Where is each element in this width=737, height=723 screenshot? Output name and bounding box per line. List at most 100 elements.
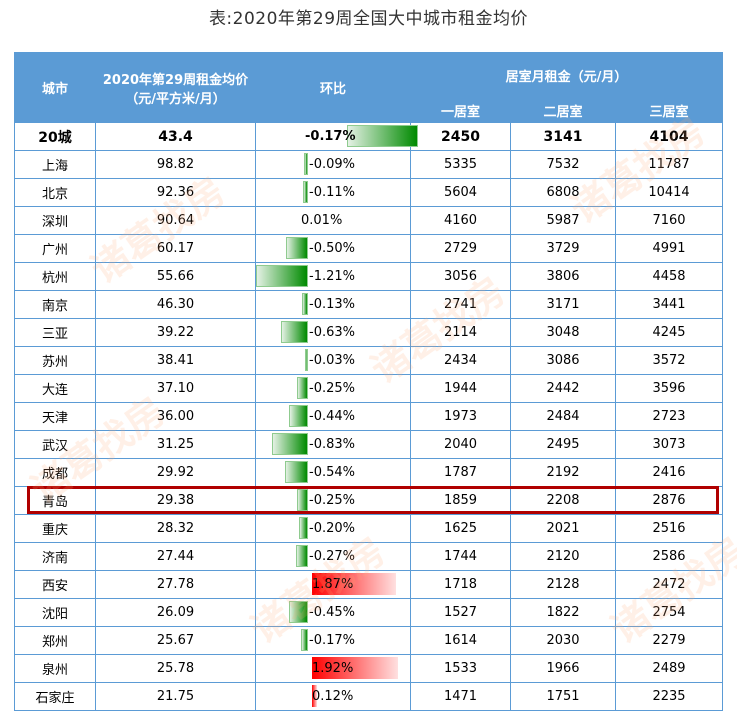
change-value: -0.11%: [309, 185, 355, 200]
table-title: 表:2020年第29周全国大中城市租金均价: [208, 9, 529, 29]
room3-rent-cell: 3596: [615, 374, 723, 403]
avg-price-cell: 36.00: [95, 402, 256, 431]
change-cell: -1.21%: [255, 262, 411, 291]
city-cell: 苏州: [14, 346, 96, 375]
change-value: -0.17%: [309, 633, 355, 648]
avg-price-cell: 90.64: [95, 206, 256, 235]
room3-rent-cell: 4991: [615, 234, 723, 263]
room2-rent-cell: 5987: [510, 206, 616, 235]
avg-price-cell: 28.32: [95, 514, 256, 543]
table-row: 杭州 55.66 -1.21% 3056 3806 4458: [14, 262, 723, 291]
negative-change-bar: [296, 545, 308, 567]
table-row: 天津 36.00 -0.44% 1973 2484 2723: [14, 402, 723, 431]
avg-price-cell: 38.41: [95, 346, 256, 375]
table-row: 成都 29.92 -0.54% 1787 2192 2416: [14, 458, 723, 487]
room1-rent-cell: 1859: [410, 486, 511, 515]
avg-price-cell: 29.92: [95, 458, 256, 487]
room1-rent-cell: 1787: [410, 458, 511, 487]
avg-price-cell: 98.82: [95, 150, 256, 179]
avg-price-cell: 92.36: [95, 178, 256, 207]
change-value: -0.63%: [309, 325, 355, 340]
change-value: 1.92%: [312, 661, 354, 676]
room2-rent-cell: 2484: [510, 402, 616, 431]
room1-rent-cell: 1625: [410, 514, 511, 543]
change-value: -0.44%: [309, 409, 355, 424]
city-cell: 广州: [14, 234, 96, 263]
avg-price-cell: 43.4: [95, 122, 256, 151]
city-cell: 沈阳: [14, 598, 96, 627]
room2-rent-cell: 2495: [510, 430, 616, 459]
room3-rent-cell: 2489: [615, 654, 723, 683]
room3-rent-cell: 4104: [615, 122, 723, 151]
table-row: 沈阳 26.09 -0.45% 1527 1822 2754: [14, 598, 723, 627]
change-cell: -0.13%: [255, 290, 411, 319]
room1-rent-cell: 1944: [410, 374, 511, 403]
table-row: 上海 98.82 -0.09% 5335 7532 11787: [14, 150, 723, 179]
city-cell: 郑州: [14, 626, 96, 655]
change-value: -0.50%: [309, 241, 355, 256]
city-cell: 泉州: [14, 654, 96, 683]
city-cell: 杭州: [14, 262, 96, 291]
negative-change-bar: [302, 293, 308, 315]
city-cell: 青岛: [14, 486, 96, 515]
change-value: -0.25%: [309, 381, 355, 396]
negative-change-bar: [301, 629, 308, 651]
header-room3: 三居室: [615, 98, 723, 123]
change-cell: -0.25%: [255, 374, 411, 403]
city-cell: 西安: [14, 570, 96, 599]
change-cell: -0.11%: [255, 178, 411, 207]
city-cell: 石家庄: [14, 682, 96, 711]
room1-rent-cell: 2114: [410, 318, 511, 347]
table-row: 深圳 90.64 0.01% 4160 5987 7160: [14, 206, 723, 235]
change-cell: -0.25%: [255, 486, 411, 515]
change-value: -0.17%: [305, 129, 356, 144]
city-cell: 济南: [14, 542, 96, 571]
city-cell: 深圳: [14, 206, 96, 235]
change-cell: -0.63%: [255, 318, 411, 347]
table-row: 泉州 25.78 1.92% 1533 1966 2489: [14, 654, 723, 683]
negative-change-bar: [281, 321, 308, 343]
table-row: 西安 27.78 1.87% 1718 2128 2472: [14, 570, 723, 599]
room1-rent-cell: 2741: [410, 290, 511, 319]
avg-price-cell: 55.66: [95, 262, 256, 291]
change-cell: -0.17%: [255, 626, 411, 655]
negative-change-bar: [286, 237, 308, 259]
room3-rent-cell: 3441: [615, 290, 723, 319]
room2-rent-cell: 2030: [510, 626, 616, 655]
room2-rent-cell: 3141: [510, 122, 616, 151]
room2-rent-cell: 3086: [510, 346, 616, 375]
positive-change-bar: [312, 657, 398, 679]
room3-rent-cell: 10414: [615, 178, 723, 207]
change-cell: -0.03%: [255, 346, 411, 375]
change-value: -0.25%: [309, 493, 355, 508]
negative-change-bar: [256, 265, 308, 287]
avg-price-cell: 27.44: [95, 542, 256, 571]
room2-rent-cell: 2208: [510, 486, 616, 515]
avg-price-cell: 21.75: [95, 682, 256, 711]
change-value: -0.27%: [309, 549, 355, 564]
negative-change-bar: [303, 181, 308, 203]
change-cell: 1.92%: [255, 654, 411, 683]
positive-change-bar: [312, 685, 317, 707]
avg-price-cell: 60.17: [95, 234, 256, 263]
header-avg-price-line1: 2020年第29周租金均价: [102, 72, 249, 88]
table-row: 三亚 39.22 -0.63% 2114 3048 4245: [14, 318, 723, 347]
change-value: -0.09%: [309, 157, 355, 172]
change-cell: -0.50%: [255, 234, 411, 263]
change-cell: -0.20%: [255, 514, 411, 543]
change-cell: -0.44%: [255, 402, 411, 431]
avg-price-cell: 29.38: [95, 486, 256, 515]
change-cell: 1.87%: [255, 570, 411, 599]
room2-rent-cell: 7532: [510, 150, 616, 179]
table-row: 武汉 31.25 -0.83% 2040 2495 3073: [14, 430, 723, 459]
room2-rent-cell: 1966: [510, 654, 616, 683]
room3-rent-cell: 2723: [615, 402, 723, 431]
room1-rent-cell: 1718: [410, 570, 511, 599]
avg-price-cell: 25.67: [95, 626, 256, 655]
change-cell: -0.54%: [255, 458, 411, 487]
avg-price-cell: 46.30: [95, 290, 256, 319]
change-cell: -0.27%: [255, 542, 411, 571]
room3-rent-cell: 2472: [615, 570, 723, 599]
negative-change-bar: [304, 153, 308, 175]
table-row: 青岛 29.38 -0.25% 1859 2208 2876: [14, 486, 723, 515]
